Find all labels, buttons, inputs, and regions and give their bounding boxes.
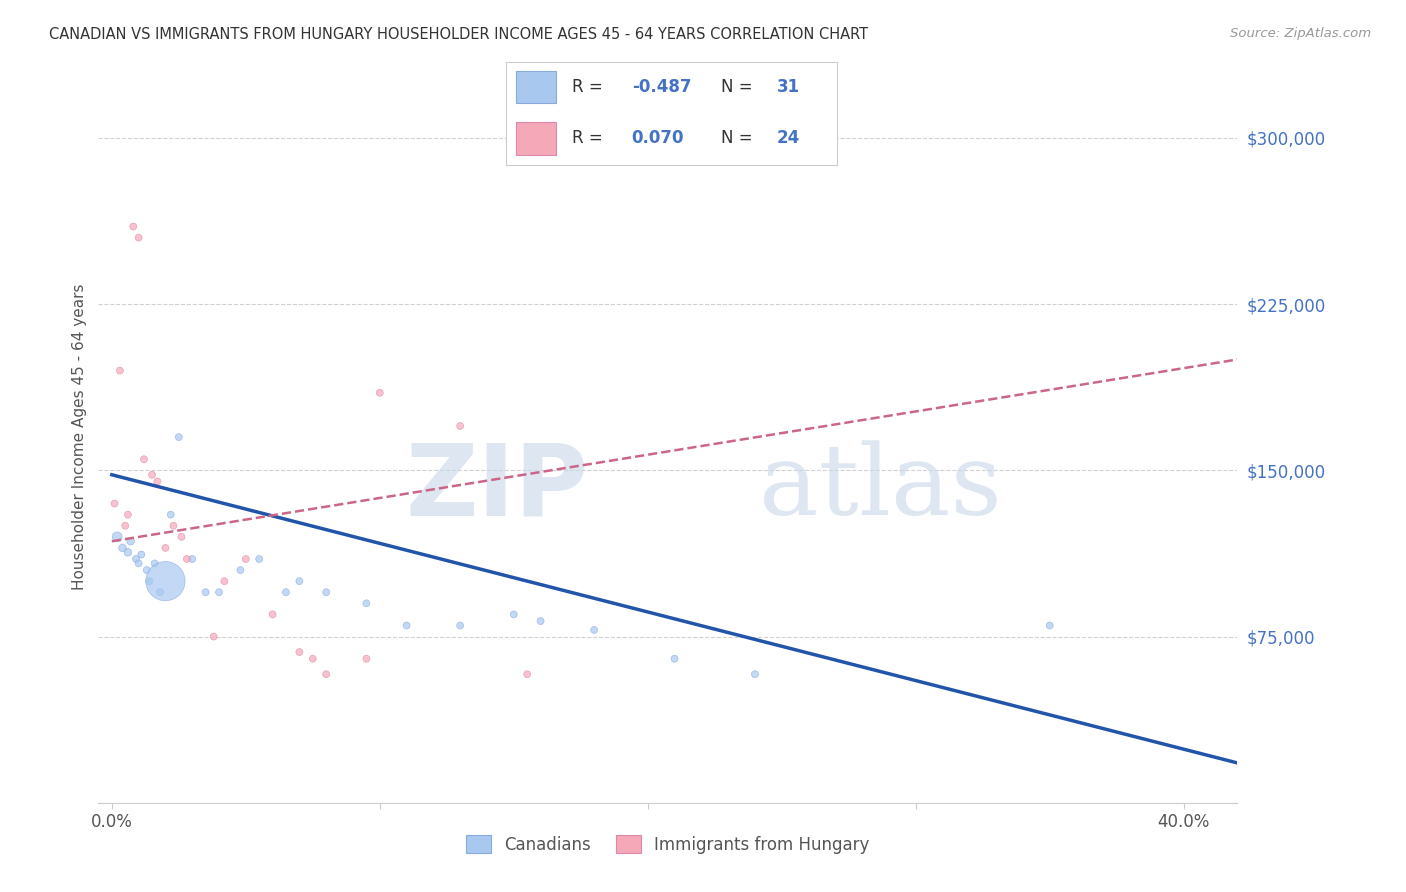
- Text: R =: R =: [572, 78, 609, 96]
- Text: -0.487: -0.487: [631, 78, 692, 96]
- Point: [262, 607, 284, 622]
- Point: [117, 545, 139, 559]
- Point: [583, 623, 606, 637]
- Text: N =: N =: [721, 78, 758, 96]
- Point: [229, 563, 252, 577]
- Text: CANADIAN VS IMMIGRANTS FROM HUNGARY HOUSEHOLDER INCOME AGES 45 - 64 YEARS CORREL: CANADIAN VS IMMIGRANTS FROM HUNGARY HOUS…: [49, 27, 869, 42]
- Text: 31: 31: [778, 78, 800, 96]
- Point: [162, 518, 184, 533]
- Text: N =: N =: [721, 129, 758, 147]
- Point: [111, 541, 134, 555]
- Point: [449, 419, 471, 434]
- Point: [315, 585, 337, 599]
- Point: [208, 585, 231, 599]
- Point: [315, 667, 337, 681]
- Point: [1039, 618, 1062, 632]
- Point: [128, 230, 150, 244]
- Point: [744, 667, 766, 681]
- Point: [159, 508, 181, 522]
- Point: [176, 552, 198, 566]
- Point: [529, 614, 551, 628]
- Text: 0.070: 0.070: [631, 129, 685, 147]
- Point: [132, 452, 155, 467]
- Bar: [516, 122, 555, 155]
- Point: [146, 475, 169, 489]
- Point: [138, 574, 160, 589]
- Point: [155, 574, 177, 589]
- Point: [664, 651, 686, 665]
- Point: [128, 557, 150, 571]
- Text: Source: ZipAtlas.com: Source: ZipAtlas.com: [1230, 27, 1371, 40]
- Point: [449, 618, 471, 632]
- Point: [368, 385, 391, 400]
- Point: [194, 585, 217, 599]
- Point: [170, 530, 193, 544]
- Point: [202, 630, 225, 644]
- Point: [120, 534, 142, 549]
- Point: [356, 651, 378, 665]
- Point: [516, 667, 538, 681]
- Text: atlas: atlas: [759, 441, 1001, 536]
- Point: [122, 219, 145, 234]
- Point: [288, 574, 311, 589]
- Point: [214, 574, 236, 589]
- Point: [502, 607, 524, 622]
- Point: [125, 552, 148, 566]
- Point: [135, 563, 157, 577]
- Point: [149, 585, 172, 599]
- Point: [155, 541, 177, 555]
- Point: [235, 552, 257, 566]
- Point: [288, 645, 311, 659]
- Point: [274, 585, 297, 599]
- Point: [181, 552, 204, 566]
- Bar: [516, 70, 555, 103]
- Point: [105, 530, 128, 544]
- Point: [247, 552, 270, 566]
- Point: [129, 548, 152, 562]
- Point: [108, 363, 131, 377]
- Point: [143, 557, 166, 571]
- Text: R =: R =: [572, 129, 609, 147]
- Point: [114, 518, 136, 533]
- Text: ZIP: ZIP: [405, 440, 588, 537]
- Point: [141, 467, 163, 482]
- Point: [167, 430, 190, 444]
- Text: 24: 24: [778, 129, 800, 147]
- Legend: Canadians, Immigrants from Hungary: Canadians, Immigrants from Hungary: [460, 829, 876, 860]
- Point: [395, 618, 418, 632]
- Point: [301, 651, 323, 665]
- Point: [356, 596, 378, 610]
- Y-axis label: Householder Income Ages 45 - 64 years: Householder Income Ages 45 - 64 years: [72, 284, 87, 591]
- Point: [117, 508, 139, 522]
- Point: [103, 497, 125, 511]
